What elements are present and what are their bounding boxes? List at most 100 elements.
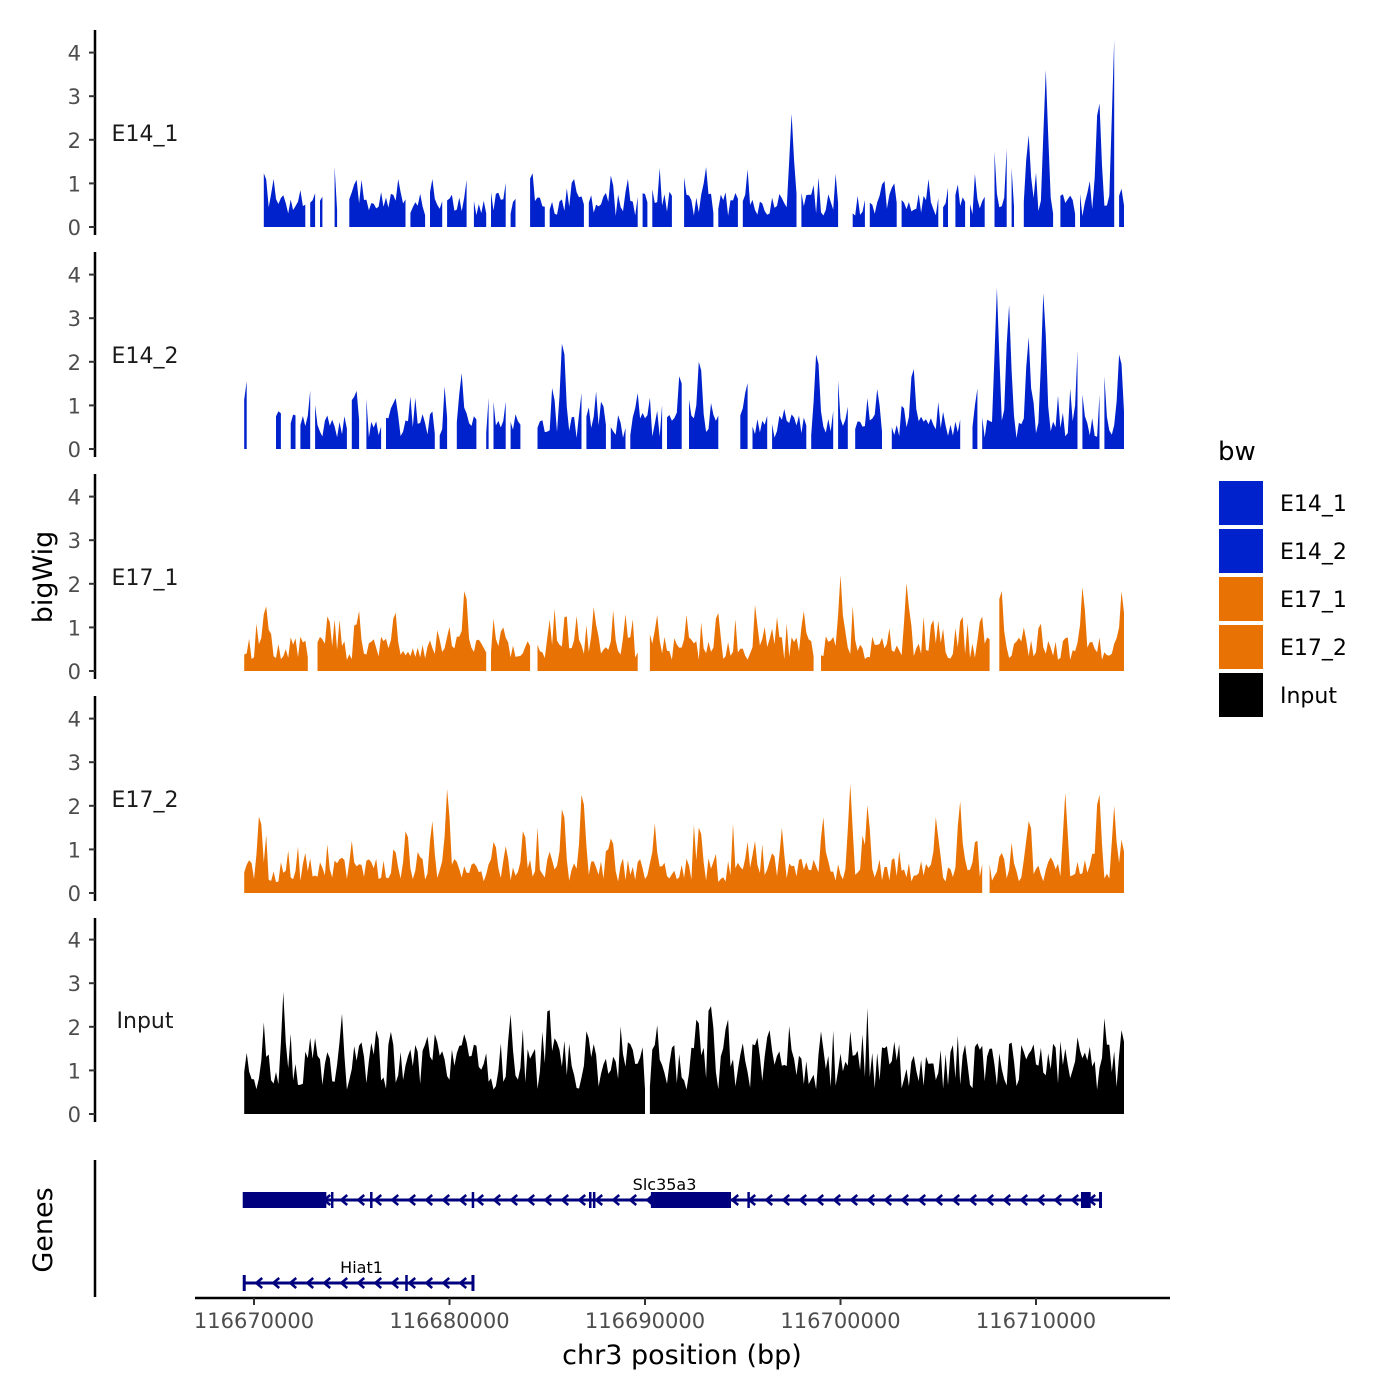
- signal-area-E14_2: [855, 389, 882, 449]
- strand-arrow-icon: [373, 1277, 383, 1289]
- x-axis: 116670000 116680000 116690000 116700000 1167…: [194, 1296, 1170, 1333]
- signal-area-E14_1: [642, 193, 648, 227]
- strand-arrow-icon: [407, 1194, 417, 1206]
- signal-area-E14_1: [334, 166, 338, 227]
- strand-arrow-icon: [356, 1194, 366, 1206]
- y-tick-label: 4: [68, 486, 81, 510]
- strand-arrow-icon: [407, 1277, 417, 1289]
- signal-area-E14_2: [891, 369, 961, 449]
- strand-arrow-icon: [339, 1277, 349, 1289]
- y-tick-label: 1: [68, 838, 81, 862]
- signal-area-E14_2: [610, 415, 626, 449]
- signal-area-E14_2: [276, 411, 281, 449]
- legend-swatch-E17_2: [1217, 623, 1265, 671]
- signal-area-E14_2: [366, 398, 382, 449]
- strand-arrow-icon: [441, 1277, 451, 1289]
- strand-arrow-icon: [458, 1194, 468, 1206]
- signal-area-E14_1: [801, 174, 839, 227]
- signal-area-E14_2: [486, 397, 489, 449]
- strand-arrow-icon: [475, 1194, 485, 1206]
- strand-arrow-icon: [390, 1194, 400, 1206]
- track-label-E14_1: E14_1: [112, 122, 179, 147]
- strand-arrow-icon: [985, 1194, 995, 1206]
- signal-area-E14_2: [1104, 354, 1124, 449]
- y-tick-label: 4: [68, 708, 81, 732]
- strand-arrow-icon: [339, 1194, 349, 1206]
- strand-arrow-icon: [1053, 1194, 1063, 1206]
- track-Input: 0 1 2 3 4 Input: [68, 918, 1124, 1127]
- strand-arrow-icon: [1002, 1194, 1012, 1206]
- y-tick-label: 3: [68, 972, 81, 996]
- y-tick-label: 2: [68, 795, 81, 819]
- signal-area-E14_1: [852, 195, 865, 227]
- signal-area-E14_1: [447, 179, 467, 227]
- signal-area-E14_1: [943, 187, 948, 227]
- signal-area-E17_2: [244, 784, 983, 893]
- strand-arrow-icon: [594, 1194, 604, 1206]
- signal-area-E14_2: [510, 414, 521, 449]
- track-E17_2: 0 1 2 3 4 E17_2: [68, 696, 1124, 906]
- signal-area-E14_1: [652, 167, 672, 227]
- y-tick-label: 0: [68, 882, 81, 906]
- strand-arrow-icon: [509, 1194, 519, 1206]
- y-tick-label: 2: [68, 351, 81, 375]
- gene-Hiat1: Hiat1: [242, 1258, 475, 1291]
- signal-area-E14_2: [838, 380, 848, 449]
- strand-arrow-icon: [271, 1277, 281, 1289]
- strand-arrow-icon: [373, 1194, 383, 1206]
- track-E17_1: 0 1 2 3 4 E17_1: [68, 474, 1124, 684]
- signal-area-E14_1: [1080, 39, 1115, 227]
- y-tick-label: 0: [68, 216, 81, 240]
- y-tick-label: 3: [68, 307, 81, 331]
- signal-area-E14_1: [491, 183, 506, 227]
- signal-area-E14_1: [263, 173, 306, 227]
- x-tick-label: 116700000: [780, 1309, 900, 1333]
- strand-arrow-icon: [543, 1194, 553, 1206]
- signal-area-E14_1: [869, 181, 897, 227]
- strand-arrow-icon: [458, 1277, 468, 1289]
- signal-area-E14_1: [1119, 188, 1124, 227]
- signal-area-E14_1: [549, 179, 584, 227]
- y-tick-label: 4: [68, 264, 81, 288]
- strand-arrow-icon: [815, 1194, 825, 1206]
- track-label-Input: Input: [117, 1009, 174, 1034]
- gene-label: Slc35a3: [633, 1175, 697, 1194]
- signal-area-E14_2: [982, 287, 1078, 449]
- strand-arrow-icon: [492, 1194, 502, 1206]
- strand-arrow-icon: [288, 1277, 298, 1289]
- y-tick-label: 0: [68, 1103, 81, 1127]
- strand-arrow-icon: [356, 1277, 366, 1289]
- strand-arrow-icon: [849, 1194, 859, 1206]
- legend-swatch-E14_2: [1217, 527, 1265, 575]
- y-tick-label: 2: [68, 573, 81, 597]
- strand-arrow-icon: [1036, 1194, 1046, 1206]
- signal-area-E14_2: [456, 373, 477, 449]
- signal-area-E14_2: [493, 401, 506, 449]
- signal-area-E14_2: [772, 409, 807, 449]
- signal-area-E17_1: [491, 618, 531, 671]
- legend-label-Input: Input: [1280, 684, 1337, 709]
- signal-area-E14_2: [439, 386, 448, 449]
- signal-area-E14_2: [752, 415, 768, 449]
- strand-arrow-icon: [832, 1194, 842, 1206]
- y-tick-label: 0: [68, 660, 81, 684]
- signal-area-E14_2: [811, 354, 834, 449]
- strand-arrow-icon: [441, 1194, 451, 1206]
- x-tick-label: 116710000: [976, 1309, 1096, 1333]
- strand-arrow-icon: [560, 1194, 570, 1206]
- exon: [244, 1192, 327, 1208]
- strand-arrow-icon: [934, 1194, 944, 1206]
- strand-arrow-icon: [611, 1194, 621, 1206]
- signal-area-E14_2: [667, 376, 682, 449]
- legend-swatch-E14_1: [1217, 479, 1265, 527]
- legend: bw E14_1 E14_2 E17_1 E17_2 Input: [1217, 437, 1347, 719]
- strand-arrow-icon: [781, 1194, 791, 1206]
- track-label-E17_2: E17_2: [112, 788, 179, 813]
- y-tick-label: 2: [68, 1016, 81, 1040]
- signal-area-E14_1: [310, 193, 316, 227]
- strand-arrow-icon: [883, 1194, 893, 1206]
- signal-area-E14_1: [955, 184, 966, 227]
- signal-area-E14_1: [320, 196, 323, 227]
- signal-area-E14_1: [588, 175, 638, 227]
